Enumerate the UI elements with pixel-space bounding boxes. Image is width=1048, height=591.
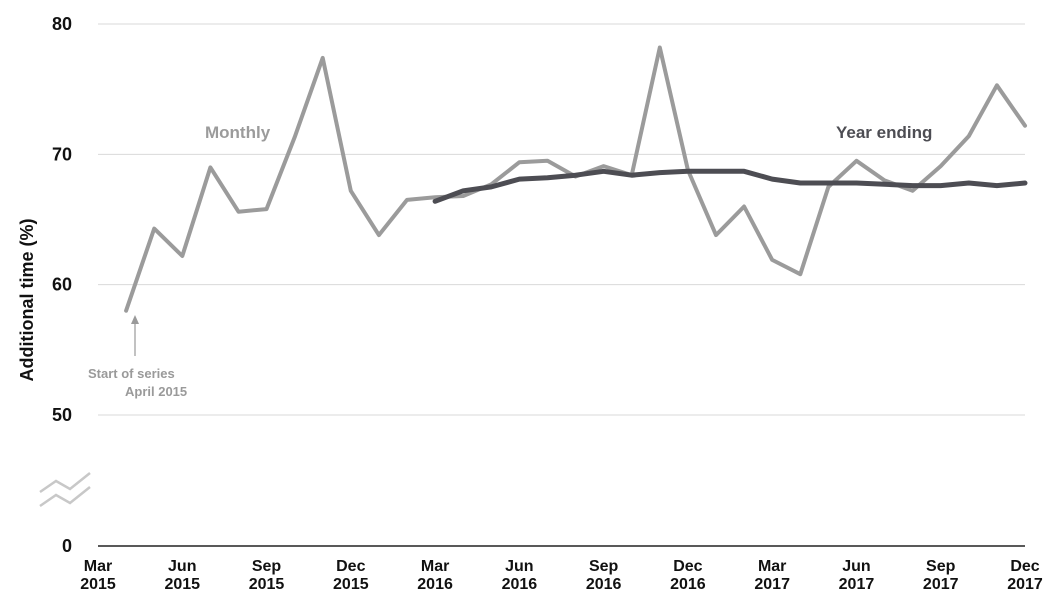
- series-label-year-ending: Year ending: [836, 123, 932, 142]
- x-tick-year: 2015: [333, 576, 369, 591]
- annotation-text-line2: April 2015: [125, 384, 187, 399]
- annotation-text-line1: Start of series: [88, 366, 175, 381]
- x-tick-month: Jun: [842, 558, 870, 575]
- series-line-year-ending: [432, 168, 1028, 204]
- x-tick-month: Jun: [505, 558, 533, 575]
- axis-break-icon: [39, 472, 91, 508]
- x-tick-year: 2015: [80, 576, 116, 591]
- x-tick-year: 2015: [164, 576, 200, 591]
- series-line-monthly: [124, 45, 1027, 313]
- x-tick-year: 2016: [586, 576, 622, 591]
- y-tick-label: 0: [62, 536, 72, 556]
- x-tick-year: 2017: [839, 576, 875, 591]
- y-tick-label: 60: [52, 275, 72, 295]
- y-axis-ticks: 0 50 60 70 80: [52, 14, 72, 556]
- y-axis-label: Additional time (%): [17, 219, 37, 382]
- x-tick-month: Sep: [252, 558, 282, 575]
- x-tick-year: 2016: [417, 576, 453, 591]
- x-tick-month: Sep: [926, 558, 956, 575]
- x-tick-month: Mar: [758, 558, 786, 575]
- x-tick-month: Dec: [1010, 558, 1039, 575]
- x-tick-month: Dec: [336, 558, 365, 575]
- start-of-series-annotation: Start of series April 2015: [88, 315, 187, 399]
- annotation-arrowhead: [131, 315, 139, 324]
- x-tick-year: 2016: [670, 576, 706, 591]
- axis-break-stroke: [39, 486, 91, 508]
- x-tick-year: 2015: [249, 576, 285, 591]
- grid-lines: [98, 23, 1025, 547]
- x-tick-year: 2017: [1007, 576, 1043, 591]
- x-axis-ticks: Mar2015Jun2015Sep2015Dec2015Mar2016Jun20…: [80, 558, 1043, 591]
- axis-break-stroke: [39, 472, 91, 494]
- x-tick-month: Mar: [84, 558, 112, 575]
- y-tick-label: 70: [52, 144, 72, 164]
- x-tick-month: Dec: [673, 558, 702, 575]
- y-tick-label: 80: [52, 14, 72, 34]
- x-tick-month: Sep: [589, 558, 619, 575]
- series-label-monthly: Monthly: [205, 123, 271, 142]
- x-tick-year: 2017: [754, 576, 790, 591]
- x-tick-year: 2016: [502, 576, 538, 591]
- y-tick-label: 50: [52, 405, 72, 425]
- series-lines: [124, 45, 1028, 313]
- x-tick-month: Mar: [421, 558, 449, 575]
- x-tick-month: Jun: [168, 558, 196, 575]
- x-tick-year: 2017: [923, 576, 959, 591]
